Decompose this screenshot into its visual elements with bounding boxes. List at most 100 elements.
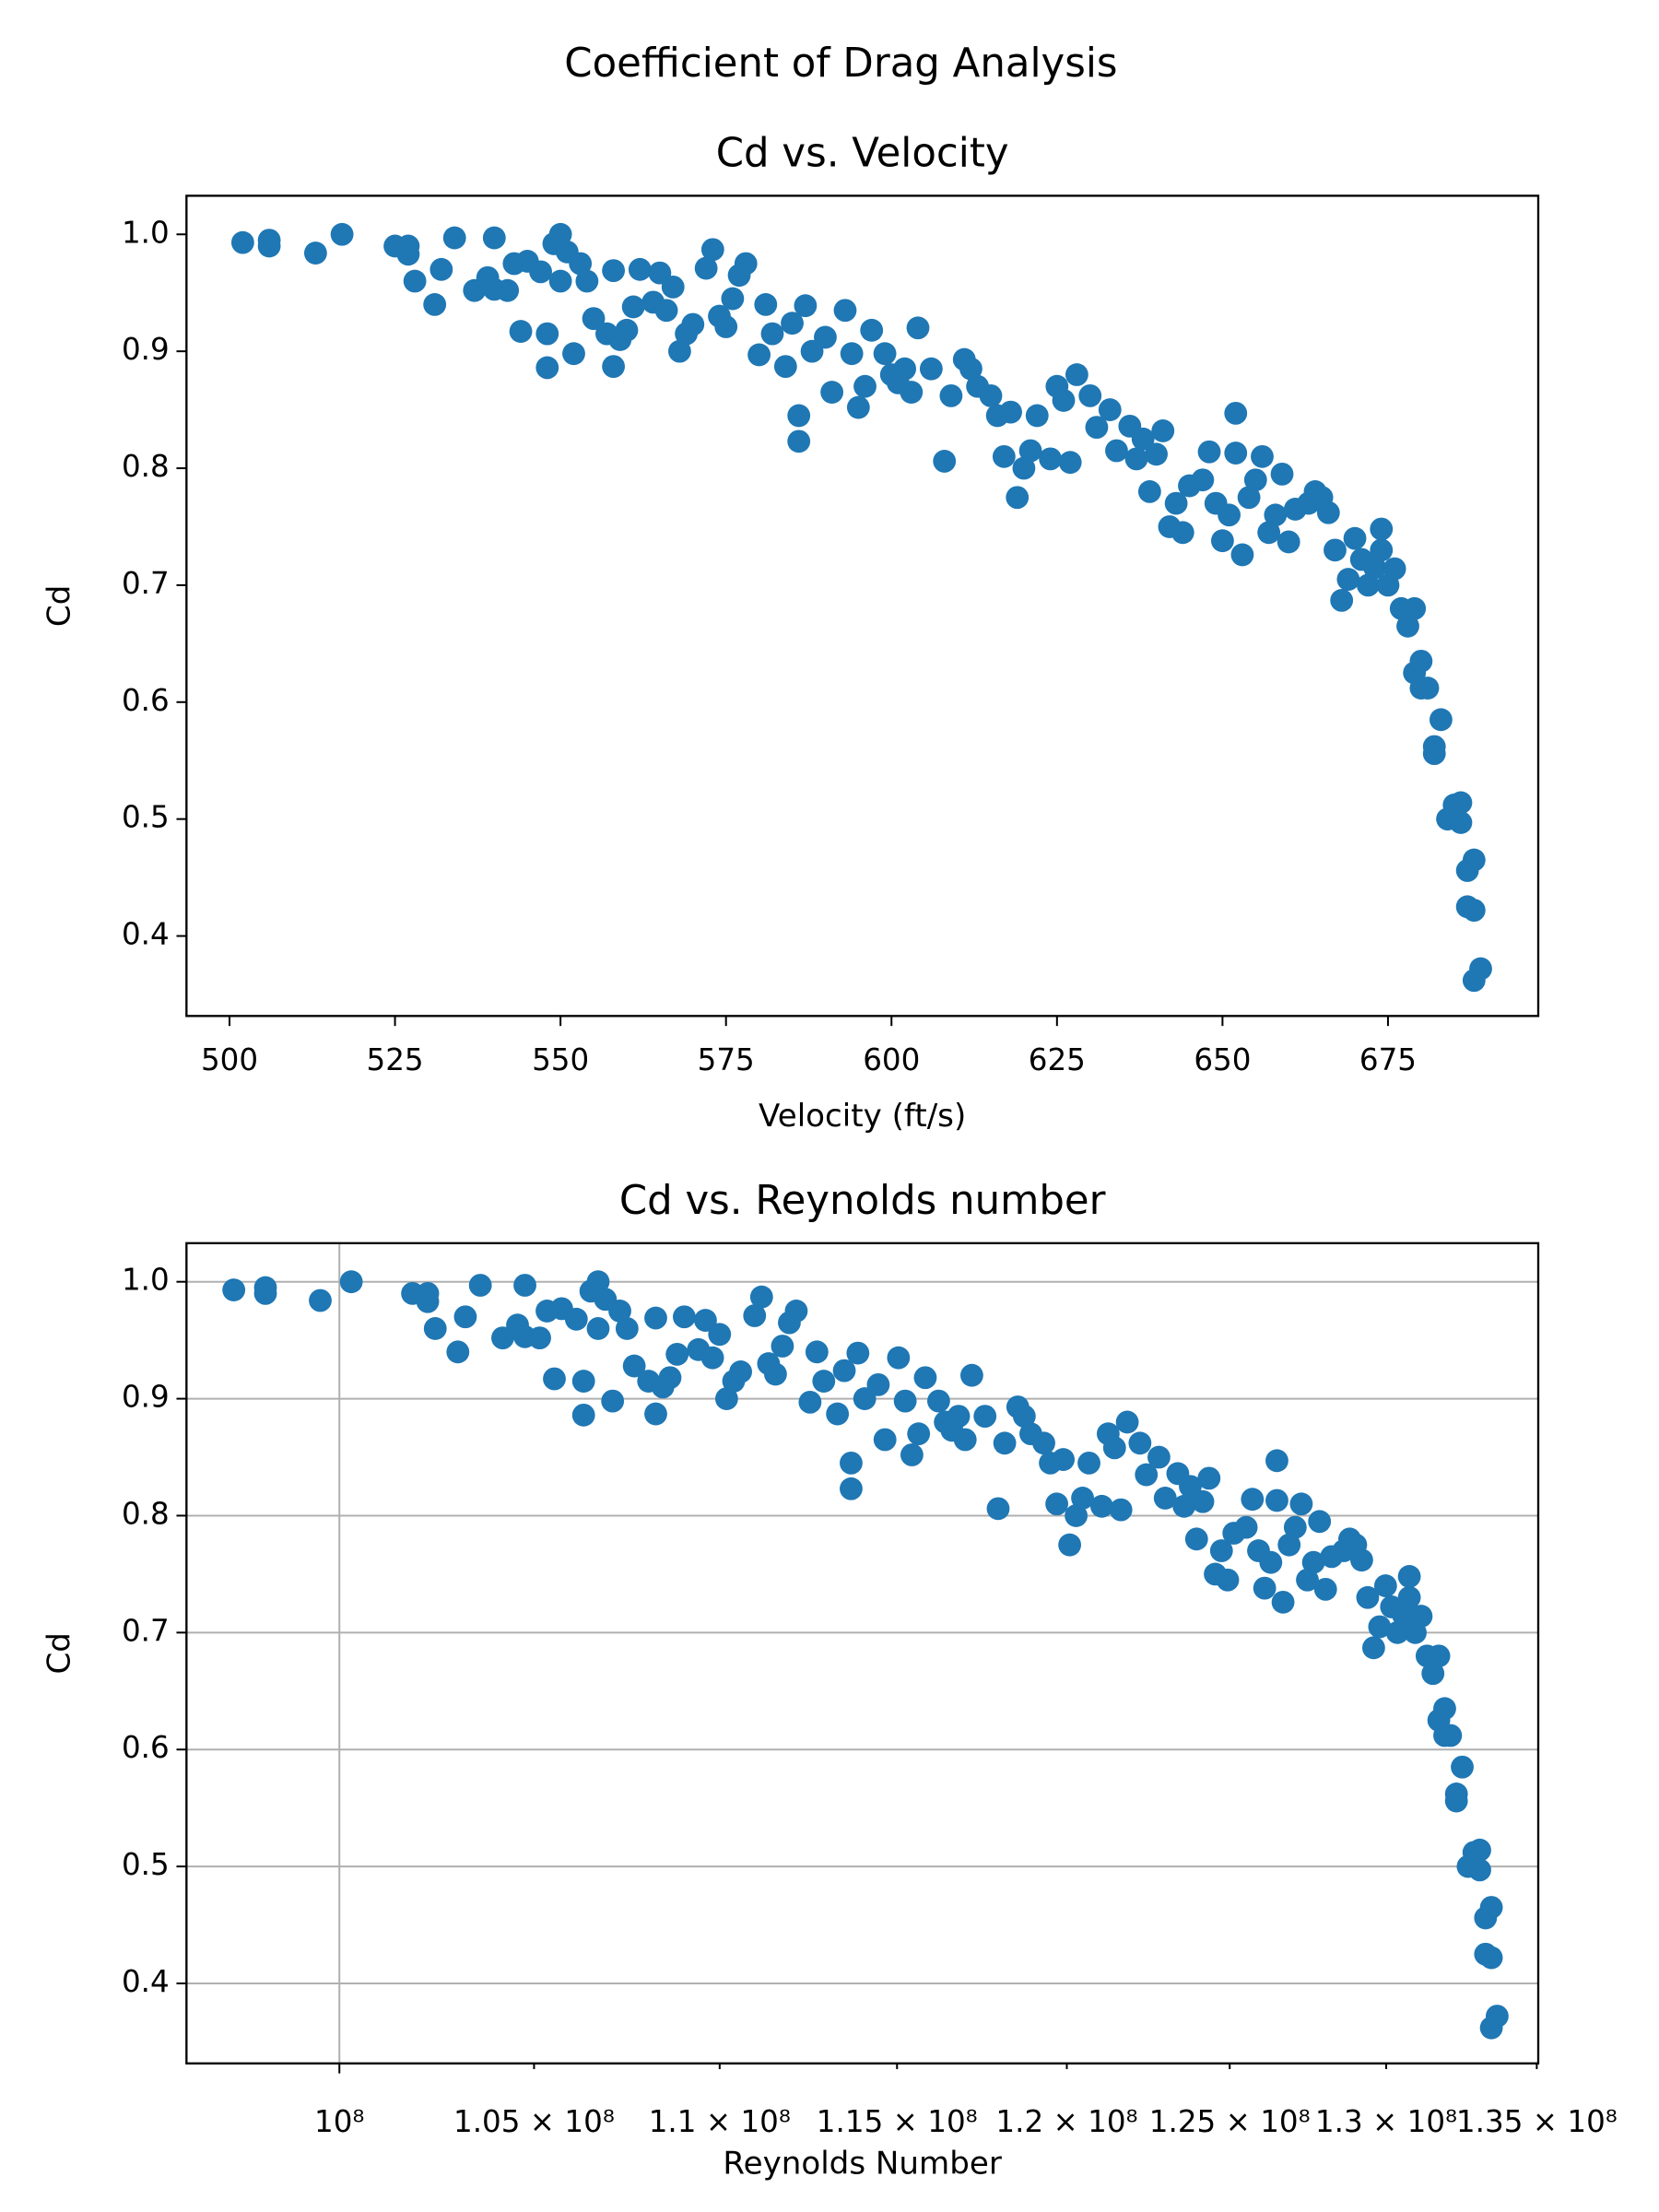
point [1039, 447, 1063, 471]
point [887, 1346, 911, 1370]
point [1012, 1405, 1036, 1429]
point [1451, 1755, 1474, 1779]
point [665, 1342, 689, 1366]
point [1330, 588, 1354, 612]
point [1468, 1858, 1491, 1882]
point [1243, 468, 1267, 492]
point [734, 252, 758, 276]
point [1265, 1449, 1288, 1473]
x-tick-label: 1.1 × 10⁸ [649, 2104, 791, 2139]
point [979, 383, 1003, 407]
point [1006, 486, 1030, 510]
point [309, 1288, 332, 1312]
point [893, 357, 917, 381]
point [747, 343, 771, 367]
point [535, 356, 559, 380]
point [339, 1270, 363, 1294]
point [907, 1422, 931, 1446]
point [1409, 649, 1433, 673]
point [953, 1428, 977, 1452]
point [820, 381, 844, 404]
point [959, 357, 982, 381]
y-tick-label: 1.0 [122, 1263, 170, 1298]
point [1427, 1644, 1451, 1668]
point [403, 269, 427, 293]
point [1218, 503, 1241, 527]
x-axis-label: Velocity (ft/s) [759, 1098, 966, 1135]
x-tick-label: 600 [863, 1042, 920, 1077]
point [1363, 556, 1386, 580]
point [973, 1405, 997, 1429]
point [1370, 538, 1394, 562]
point [805, 1340, 829, 1364]
point [1336, 568, 1360, 591]
point [1270, 462, 1294, 486]
point [1289, 1492, 1313, 1516]
point [1433, 1697, 1456, 1721]
point [812, 1370, 836, 1393]
x-tick-label: 525 [367, 1042, 424, 1077]
point [453, 1305, 477, 1329]
point [1397, 1565, 1421, 1588]
point [1430, 708, 1453, 732]
point [482, 226, 506, 250]
point [1251, 444, 1274, 468]
point [832, 1359, 856, 1382]
point [947, 1405, 971, 1429]
point [1277, 1533, 1301, 1557]
point [1071, 1487, 1094, 1510]
point [840, 342, 864, 366]
point [1128, 1431, 1152, 1455]
point [562, 342, 585, 366]
x-tick-label: 1.3 × 10⁸ [1315, 2104, 1457, 2139]
point [1230, 543, 1254, 567]
y-tick-label: 1.0 [122, 215, 170, 250]
point [1210, 529, 1234, 553]
x-tick-label: 1.35 × 10⁸ [1456, 2104, 1618, 2139]
y-tick-label: 0.7 [122, 566, 170, 601]
y-axis-label: Cd [41, 1632, 77, 1674]
point [1179, 1475, 1202, 1499]
point [1241, 1488, 1265, 1512]
point [700, 238, 724, 262]
point [1324, 538, 1347, 562]
point [621, 295, 645, 319]
point [1257, 521, 1281, 545]
point [1109, 1498, 1133, 1522]
point [1308, 1510, 1332, 1534]
point [1316, 500, 1340, 524]
point [866, 1372, 890, 1396]
x-tick-label: 550 [532, 1042, 589, 1077]
point [330, 222, 354, 246]
point [1422, 742, 1446, 766]
point [1209, 1539, 1233, 1562]
point [1172, 1494, 1196, 1518]
point [529, 260, 552, 284]
point [826, 1402, 850, 1426]
point [1350, 1548, 1373, 1572]
point [543, 1367, 566, 1391]
point [833, 299, 857, 323]
point [416, 1289, 440, 1313]
point [764, 1362, 787, 1386]
point [628, 257, 652, 281]
point [615, 1317, 639, 1340]
point [446, 1340, 470, 1364]
point [303, 241, 327, 265]
point [1098, 398, 1122, 421]
y-tick-label: 0.6 [122, 683, 170, 718]
x-tick-label: 1.25 × 10⁸ [1149, 2104, 1311, 2139]
point [1397, 1585, 1421, 1609]
point [1052, 1448, 1076, 1471]
point [749, 1285, 773, 1309]
point [999, 400, 1022, 424]
point [1147, 1445, 1171, 1469]
point [781, 312, 804, 335]
point [1403, 596, 1427, 620]
point [622, 1354, 646, 1378]
point [1065, 1504, 1088, 1527]
point [1216, 1568, 1240, 1592]
x-tick-label: 10⁸ [314, 2104, 364, 2139]
point [694, 1309, 717, 1332]
point [1392, 1603, 1416, 1627]
